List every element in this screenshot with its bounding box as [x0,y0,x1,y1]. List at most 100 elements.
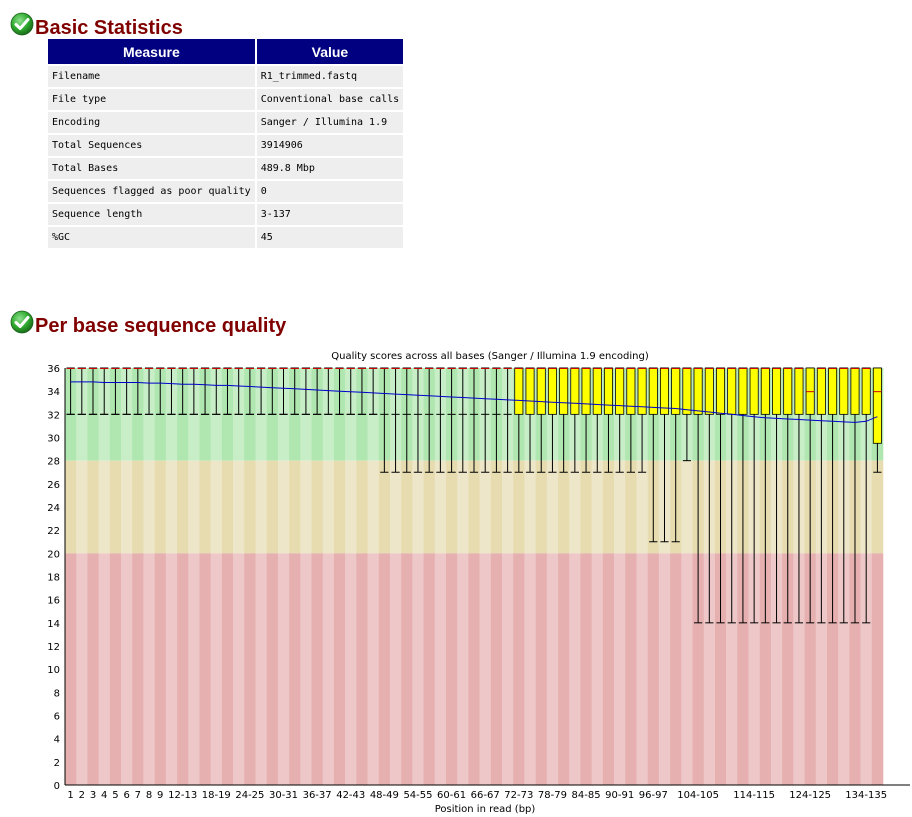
band-segment [143,460,155,554]
table-row: Encoding Sanger / Illumina 1.9 [48,112,404,133]
band-segment [255,460,267,554]
band-segment [109,553,122,785]
band-segment [569,553,581,785]
x-tick-label: 8 [146,790,152,801]
box [671,367,681,415]
table-row: Total Bases 489.8 Mbp [48,158,404,179]
box [794,367,804,415]
x-tick-labels: 1 2 3 4 5 6 7 8 9 12-13 18-19 24-25 30-31 36-37 42-43 4… [67,790,887,801]
band-segment [535,553,548,785]
x-axis-label: Position in read (bp) [435,804,536,815]
band-segment [356,553,368,785]
band-segment [726,553,738,785]
band-segment [759,553,772,785]
box [872,367,882,444]
band-segment [76,460,88,554]
band-segment [289,553,301,785]
band-segment [513,553,525,785]
section-title: Per base sequence quality [35,314,287,337]
axes [64,368,910,786]
band-segment [98,553,111,785]
value-cell: Conventional base calls [256,89,404,110]
band-segment [457,460,469,554]
box [828,367,838,415]
y-tick-label: 20 [47,549,60,560]
band-segment [401,460,413,554]
band-segment [703,553,716,785]
x-tick-label: 134-135 [845,790,887,801]
band-segment [490,553,503,785]
band-segment [266,460,279,554]
y-tick-label: 2 [54,758,60,769]
table-row: Total Sequences 3914906 [48,135,404,156]
box [626,367,636,415]
box [850,367,860,415]
band-segment [221,460,234,554]
box [816,367,826,415]
band-segment [98,460,111,554]
check-icon [10,310,34,334]
value-cell: 0 [256,181,404,202]
box [682,367,692,415]
band-segment [154,460,167,554]
band-segment [479,553,492,785]
table-row: Sequences flagged as poor quality 0 [48,181,404,202]
band-segment [378,460,391,554]
y-tick-label: 10 [47,665,60,676]
band-segment [614,553,626,785]
x-tick-label: 72-73 [504,790,533,801]
y-tick-label: 34 [47,387,60,398]
band-segment [165,553,178,785]
x-tick-label: 4 [101,790,107,801]
band-segment [546,460,559,554]
band-segment [614,460,626,554]
band-segment [233,460,245,554]
band-segment [210,553,223,785]
band-segment [401,553,413,785]
band-segment [333,553,346,785]
band-segment [625,553,637,785]
x-tick-label: 24-25 [235,790,264,801]
band-segment [132,553,144,785]
band-segment [502,460,514,554]
box [738,367,748,415]
x-tick-label: 7 [135,790,141,801]
band-segment [87,460,99,554]
band-segment [423,460,436,554]
x-tick-label: 18-19 [202,790,231,801]
y-tick-label: 28 [47,457,60,468]
band-segment [434,460,447,554]
band-segment [277,553,290,785]
band-segment [670,553,682,785]
band-segment [513,460,525,554]
band-segment [132,460,144,554]
box [861,367,871,415]
basic-statistics-table: Measure Value Filename R1_trimmed.fastq F… [46,37,405,250]
box [570,367,580,415]
column-header-value: Value [256,39,404,64]
band-segment [871,460,884,554]
value-cell: 3914906 [256,135,404,156]
measure-cell: Total Bases [48,158,255,179]
measure-cell: Total Sequences [48,135,255,156]
band-segment [199,553,211,785]
section-title: Basic Statistics [35,16,183,39]
band-segment [367,553,380,785]
band-segment [468,460,480,554]
x-tick-label: 90-91 [605,790,634,801]
band-segment [345,553,357,785]
x-tick-label: 3 [90,790,96,801]
box [693,367,703,415]
band-segment [255,553,267,785]
band-segment [188,553,200,785]
band-segment [602,553,615,785]
band-segment [177,460,189,554]
value-cell: 45 [256,227,404,248]
x-tick-label: 42-43 [336,790,365,801]
y-tick-label: 22 [47,526,60,537]
per-base-quality-header: Per base sequence quality [10,308,287,337]
band-segment [490,460,503,554]
band-segment [121,460,133,554]
box [727,367,737,415]
band-segment [658,553,671,785]
